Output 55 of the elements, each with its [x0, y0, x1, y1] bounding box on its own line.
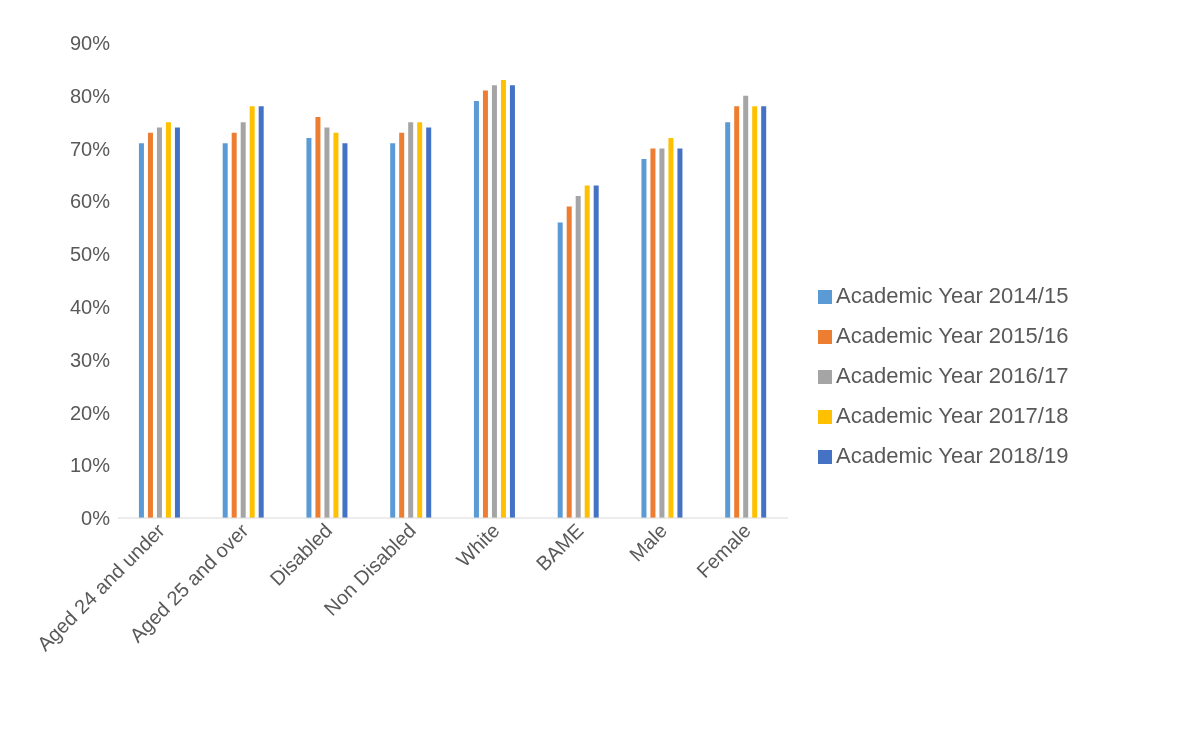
bar — [174, 127, 180, 518]
bar — [482, 90, 488, 518]
bar — [659, 148, 665, 518]
bar — [677, 148, 683, 518]
legend-label: Academic Year 2016/17 — [836, 362, 1069, 388]
bar — [258, 106, 264, 518]
y-tick-label: 30% — [69, 348, 111, 371]
legend-label: Academic Year 2018/19 — [836, 442, 1069, 468]
legend-label: Academic Year 2015/16 — [836, 322, 1069, 348]
bar — [138, 143, 144, 518]
bar — [249, 106, 255, 518]
bar — [593, 185, 599, 518]
y-tick-label: 70% — [69, 137, 111, 160]
bar — [333, 132, 339, 518]
bar — [399, 132, 405, 518]
bar — [650, 148, 656, 518]
bar — [752, 106, 758, 518]
bar — [231, 132, 237, 518]
bar — [668, 138, 674, 518]
y-tick-label: 80% — [69, 84, 111, 107]
bar — [165, 122, 171, 518]
y-tick-label: 50% — [69, 243, 111, 266]
y-tick-label: 20% — [69, 401, 111, 424]
bar — [473, 101, 479, 518]
bar — [557, 222, 563, 518]
bar — [390, 143, 396, 518]
bar — [743, 95, 749, 518]
bar — [575, 196, 581, 518]
bar — [491, 85, 497, 518]
bar — [509, 85, 515, 518]
bar — [566, 206, 572, 518]
bar — [156, 127, 162, 518]
bar — [725, 122, 731, 518]
bar — [734, 106, 740, 518]
bar — [426, 127, 432, 518]
legend-label: Academic Year 2014/15 — [836, 282, 1069, 308]
y-tick-label: 10% — [69, 454, 111, 477]
bar — [324, 127, 330, 518]
bar — [147, 132, 153, 518]
bar — [240, 122, 246, 518]
y-tick-label: 60% — [69, 190, 111, 213]
bar — [306, 138, 312, 518]
y-tick-label: 0% — [81, 507, 111, 530]
legend-label: Academic Year 2017/18 — [836, 402, 1069, 428]
bar — [315, 116, 321, 518]
bar — [417, 122, 423, 518]
bar — [222, 143, 228, 518]
bar — [408, 122, 414, 518]
bar — [761, 106, 767, 518]
y-tick-label: 90% — [69, 32, 111, 55]
bar — [641, 159, 647, 518]
bar — [342, 143, 348, 518]
bar — [584, 185, 590, 518]
y-tick-label: 40% — [69, 295, 111, 318]
bar — [500, 79, 506, 518]
